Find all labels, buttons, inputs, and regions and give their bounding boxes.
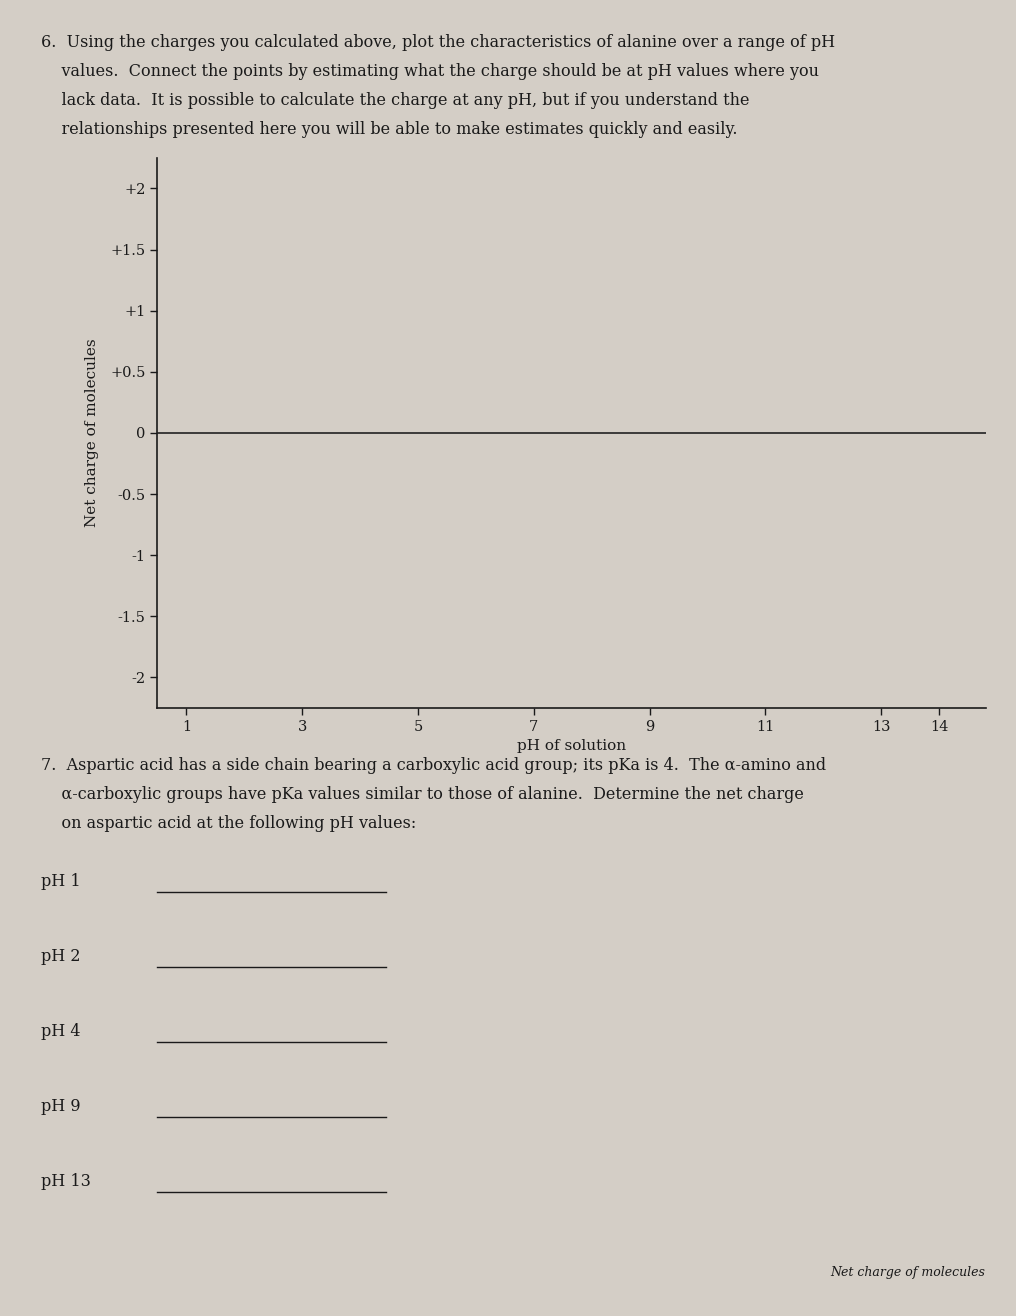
Text: lack data.  It is possible to calculate the charge at any pH, but if you underst: lack data. It is possible to calculate t…	[41, 92, 749, 109]
Text: pH 13: pH 13	[41, 1174, 90, 1190]
Y-axis label: Net charge of molecules: Net charge of molecules	[85, 338, 100, 528]
Text: on aspartic acid at the following pH values:: on aspartic acid at the following pH val…	[41, 815, 416, 832]
Text: α-carboxylic groups have pKa values similar to those of alanine.  Determine the : α-carboxylic groups have pKa values simi…	[41, 786, 804, 803]
Text: pH 4: pH 4	[41, 1024, 80, 1040]
X-axis label: pH of solution: pH of solution	[517, 740, 626, 753]
Text: 7.  Aspartic acid has a side chain bearing a carboxylic acid group; its pKa is 4: 7. Aspartic acid has a side chain bearin…	[41, 757, 826, 774]
Text: 6.  Using the charges you calculated above, plot the characteristics of alanine : 6. Using the charges you calculated abov…	[41, 34, 835, 51]
Text: Net charge of molecules: Net charge of molecules	[831, 1266, 986, 1279]
Text: values.  Connect the points by estimating what the charge should be at pH values: values. Connect the points by estimating…	[41, 63, 819, 80]
Text: pH 2: pH 2	[41, 949, 80, 965]
Text: pH 9: pH 9	[41, 1099, 80, 1115]
Text: pH 1: pH 1	[41, 874, 80, 890]
Text: relationships presented here you will be able to make estimates quickly and easi: relationships presented here you will be…	[41, 121, 738, 138]
